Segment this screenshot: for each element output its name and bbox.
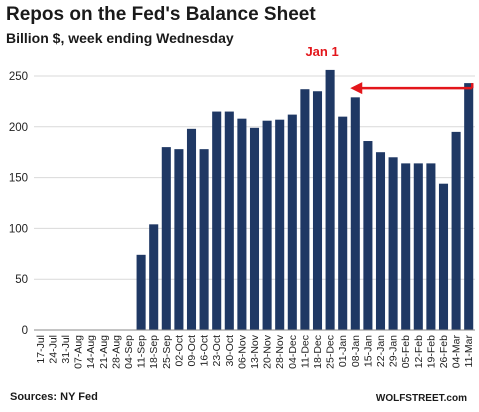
x-tick-label: 14-Aug bbox=[85, 335, 97, 369]
bar bbox=[325, 69, 335, 331]
bar bbox=[174, 149, 184, 330]
bar bbox=[388, 157, 398, 330]
bar bbox=[262, 120, 272, 330]
bar bbox=[237, 118, 247, 330]
annotation: Jan 1 bbox=[305, 44, 474, 95]
x-tick-label: 28-Nov bbox=[274, 334, 286, 369]
bar bbox=[375, 152, 386, 330]
x-tick-label: 04-Sep bbox=[123, 335, 135, 369]
bar bbox=[161, 147, 171, 330]
x-tick-label: 29-Jan bbox=[388, 335, 400, 367]
bar bbox=[287, 114, 297, 330]
y-tick-label: 250 bbox=[9, 71, 28, 83]
annotation-arrow-head bbox=[350, 82, 363, 95]
x-tick-label: 08-Jan bbox=[350, 335, 362, 367]
x-tick-label: 19-Feb bbox=[425, 335, 437, 368]
source-note: Sources: NY Fed bbox=[10, 391, 98, 403]
bar bbox=[438, 183, 449, 330]
chart-subtitle: Billion $, week ending Wednesday bbox=[6, 30, 234, 46]
y-tick-label: 50 bbox=[15, 274, 28, 286]
bar bbox=[312, 91, 323, 331]
bar bbox=[199, 149, 209, 330]
bar bbox=[464, 83, 474, 330]
x-tick-label: 07-Aug bbox=[73, 335, 85, 369]
x-tick-label: 04-Mar bbox=[451, 335, 463, 369]
chart-title: Repos on the Fed's Balance Sheet bbox=[6, 4, 316, 25]
x-tick-label: 23-Oct bbox=[211, 335, 223, 367]
bar bbox=[249, 127, 260, 330]
site-credit: WOLFSTREET.com bbox=[375, 393, 467, 404]
x-tick-label: 20-Nov bbox=[262, 334, 274, 369]
bar bbox=[401, 163, 411, 330]
x-tick-label: 04-Dec bbox=[287, 335, 299, 369]
x-tick-label: 31-Jul bbox=[60, 335, 72, 364]
bar bbox=[275, 119, 285, 330]
bar bbox=[149, 224, 159, 330]
x-tick-label: 11-Mar bbox=[463, 335, 475, 368]
x-tick-label: 25-Dec bbox=[325, 335, 337, 369]
x-tick-label: 18-Dec bbox=[312, 335, 324, 369]
x-tick-label: 18-Sep bbox=[148, 335, 160, 369]
x-tick-label: 16-Oct bbox=[199, 335, 211, 367]
bar bbox=[212, 111, 222, 330]
bar bbox=[451, 131, 461, 330]
x-tick-label: 05-Feb bbox=[400, 335, 412, 368]
x-tick-label: 30-Oct bbox=[224, 335, 236, 367]
y-tick-label: 200 bbox=[9, 122, 28, 134]
bar bbox=[363, 141, 373, 330]
x-tick-label: 06-Nov bbox=[236, 334, 248, 369]
x-tick-label: 21-Aug bbox=[98, 335, 110, 369]
x-tick-label: 25-Sep bbox=[161, 335, 173, 369]
x-tick-label: 01-Jan bbox=[337, 335, 349, 367]
x-tick-label: 22-Jan bbox=[375, 335, 387, 367]
bar bbox=[136, 254, 146, 330]
x-tick-label: 11-Sep bbox=[136, 335, 148, 368]
bar bbox=[186, 128, 197, 330]
x-tick-label: 15-Jan bbox=[362, 335, 374, 367]
x-tick-label: 11-Dec bbox=[299, 335, 311, 368]
bars bbox=[136, 69, 474, 331]
x-tick-label: 17-Jul bbox=[35, 335, 47, 364]
bar bbox=[350, 97, 360, 330]
x-tick-label: 09-Oct bbox=[186, 335, 198, 367]
x-tick-label: 02-Oct bbox=[173, 335, 185, 367]
x-tick-label: 28-Aug bbox=[110, 335, 122, 369]
x-tick-label: 13-Nov bbox=[249, 334, 261, 369]
bar bbox=[338, 116, 348, 330]
bar bbox=[224, 111, 234, 330]
x-tick-label: 12-Feb bbox=[413, 335, 425, 368]
bar bbox=[413, 163, 423, 330]
x-tick-label: 26-Feb bbox=[438, 335, 450, 368]
bar bbox=[300, 89, 310, 330]
x-tick-label: 24-Jul bbox=[47, 335, 59, 364]
y-tick-label: 100 bbox=[9, 223, 28, 235]
y-axis-ticks: 0 50 100 150 200 250 bbox=[9, 71, 28, 337]
annotation-label: Jan 1 bbox=[305, 44, 338, 59]
x-axis-ticks: 17-Jul 24-Jul 31-Jul 07-Aug 14-Aug 21-Aug 28-A… bbox=[35, 334, 475, 369]
y-tick-label: 0 bbox=[22, 325, 28, 337]
y-tick-label: 150 bbox=[9, 173, 28, 185]
bar bbox=[426, 163, 436, 330]
